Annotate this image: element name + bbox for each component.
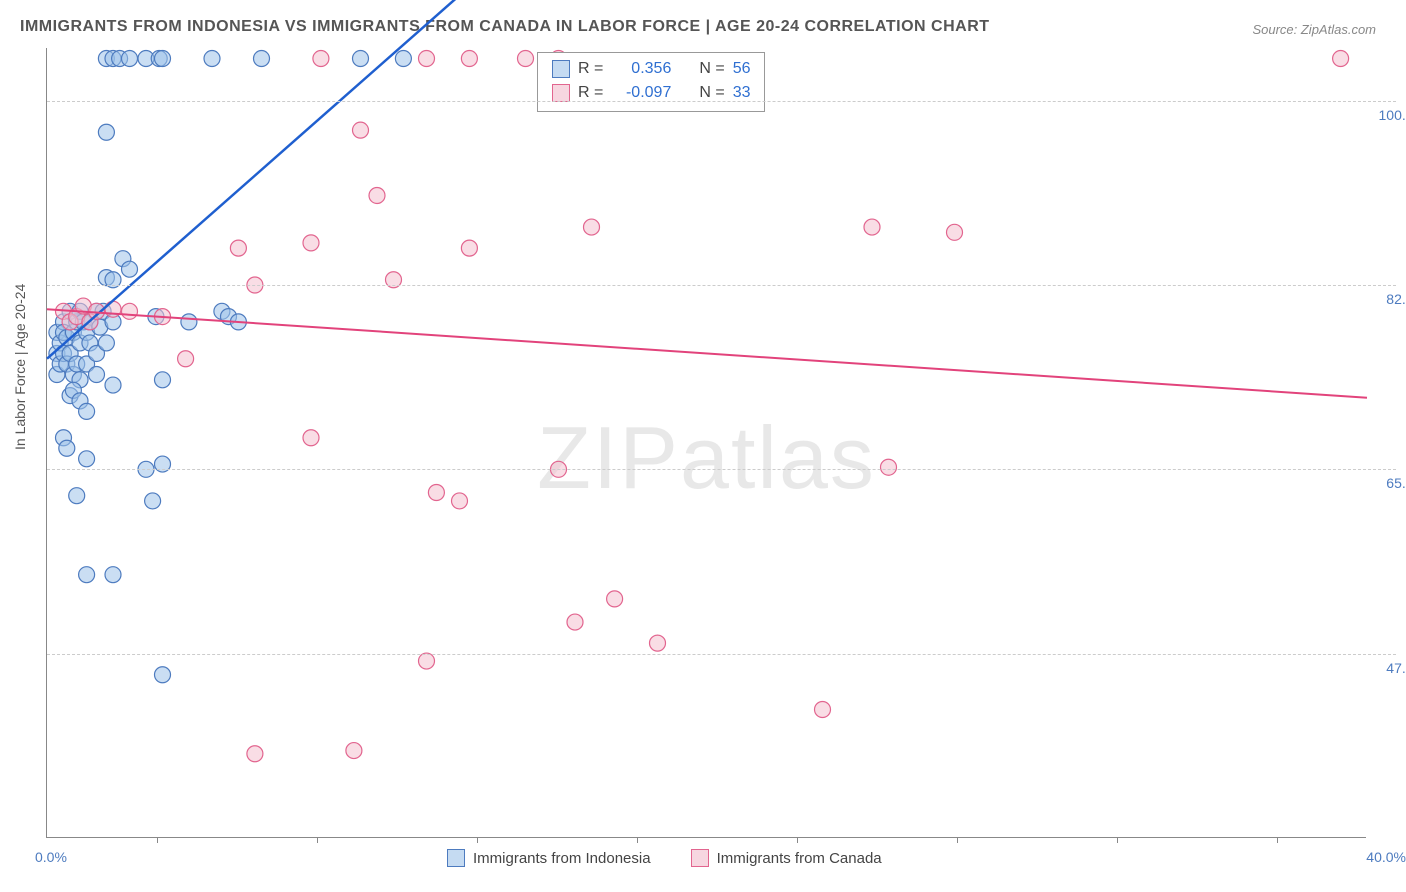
x-axis-max-label: 40.0% [1366, 849, 1406, 865]
data-point-canada [428, 485, 444, 501]
x-tick [797, 837, 798, 843]
data-point-canada [353, 122, 369, 138]
chart-svg [47, 48, 1366, 837]
data-point-indonesia [79, 567, 95, 583]
r-label: R = [578, 57, 603, 81]
legend-series: Immigrants from Indonesia Immigrants fro… [447, 849, 882, 867]
legend-label-canada: Immigrants from Canada [717, 850, 882, 867]
data-point-indonesia [155, 372, 171, 388]
data-point-indonesia [59, 440, 75, 456]
data-point-indonesia [79, 403, 95, 419]
data-point-indonesia [181, 314, 197, 330]
legend-stats: R = 0.356 N = 56 R = -0.097 N = 33 [537, 52, 765, 112]
trend-line-canada [47, 309, 1367, 397]
data-point-canada [584, 219, 600, 235]
data-point-canada [122, 303, 138, 319]
data-point-indonesia [122, 51, 138, 67]
data-point-canada [607, 591, 623, 607]
x-tick [157, 837, 158, 843]
data-point-canada [1333, 51, 1349, 67]
x-tick [637, 837, 638, 843]
data-point-canada [247, 746, 263, 762]
data-point-canada [947, 224, 963, 240]
data-point-indonesia [155, 51, 171, 67]
n-value-indonesia: 56 [733, 57, 751, 81]
x-tick [957, 837, 958, 843]
x-axis-min-label: 0.0% [35, 849, 67, 865]
x-tick [1277, 837, 1278, 843]
data-point-canada [419, 51, 435, 67]
x-tick [1117, 837, 1118, 843]
source-credit: Source: ZipAtlas.com [1252, 22, 1376, 37]
data-point-indonesia [155, 667, 171, 683]
data-point-canada [303, 430, 319, 446]
y-tick-label: 82.5% [1386, 291, 1406, 307]
swatch-indonesia [447, 849, 465, 867]
data-point-indonesia [79, 451, 95, 467]
data-point-indonesia [105, 567, 121, 583]
data-point-canada [881, 459, 897, 475]
data-point-indonesia [145, 493, 161, 509]
data-point-indonesia [69, 488, 85, 504]
data-point-canada [461, 240, 477, 256]
data-point-canada [369, 187, 385, 203]
data-point-indonesia [395, 51, 411, 67]
data-point-canada [419, 653, 435, 669]
data-point-indonesia [353, 51, 369, 67]
data-point-indonesia [204, 51, 220, 67]
plot-area: ZIPatlas R = 0.356 N = 56 R = -0.097 N =… [46, 48, 1366, 838]
legend-item-indonesia: Immigrants from Indonesia [447, 849, 651, 867]
gridline [47, 469, 1396, 470]
data-point-canada [815, 701, 831, 717]
data-point-indonesia [89, 367, 105, 383]
y-tick-label: 65.0% [1386, 475, 1406, 491]
gridline [47, 654, 1396, 655]
y-tick-label: 47.5% [1386, 660, 1406, 676]
r-value-indonesia: 0.356 [611, 57, 671, 81]
data-point-indonesia [105, 377, 121, 393]
data-point-indonesia [122, 261, 138, 277]
data-point-canada [567, 614, 583, 630]
data-point-canada [461, 51, 477, 67]
data-point-indonesia [254, 51, 270, 67]
data-point-canada [452, 493, 468, 509]
legend-stats-row-indonesia: R = 0.356 N = 56 [552, 57, 750, 81]
data-point-canada [650, 635, 666, 651]
data-point-canada [518, 51, 534, 67]
chart-title: IMMIGRANTS FROM INDONESIA VS IMMIGRANTS … [20, 18, 990, 36]
y-axis-title: In Labor Force | Age 20-24 [12, 284, 28, 450]
legend-item-canada: Immigrants from Canada [691, 849, 882, 867]
legend-label-indonesia: Immigrants from Indonesia [473, 850, 651, 867]
data-point-canada [864, 219, 880, 235]
gridline [47, 285, 1396, 286]
swatch-canada [691, 849, 709, 867]
data-point-indonesia [98, 124, 114, 140]
x-tick [477, 837, 478, 843]
data-point-canada [313, 51, 329, 67]
swatch-canada [552, 84, 570, 102]
data-point-canada [303, 235, 319, 251]
data-point-indonesia [98, 335, 114, 351]
x-tick [317, 837, 318, 843]
data-point-canada [346, 743, 362, 759]
swatch-indonesia [552, 60, 570, 78]
gridline [47, 101, 1396, 102]
y-tick-label: 100.0% [1379, 107, 1406, 123]
data-point-canada [230, 240, 246, 256]
data-point-canada [178, 351, 194, 367]
n-label: N = [699, 57, 724, 81]
